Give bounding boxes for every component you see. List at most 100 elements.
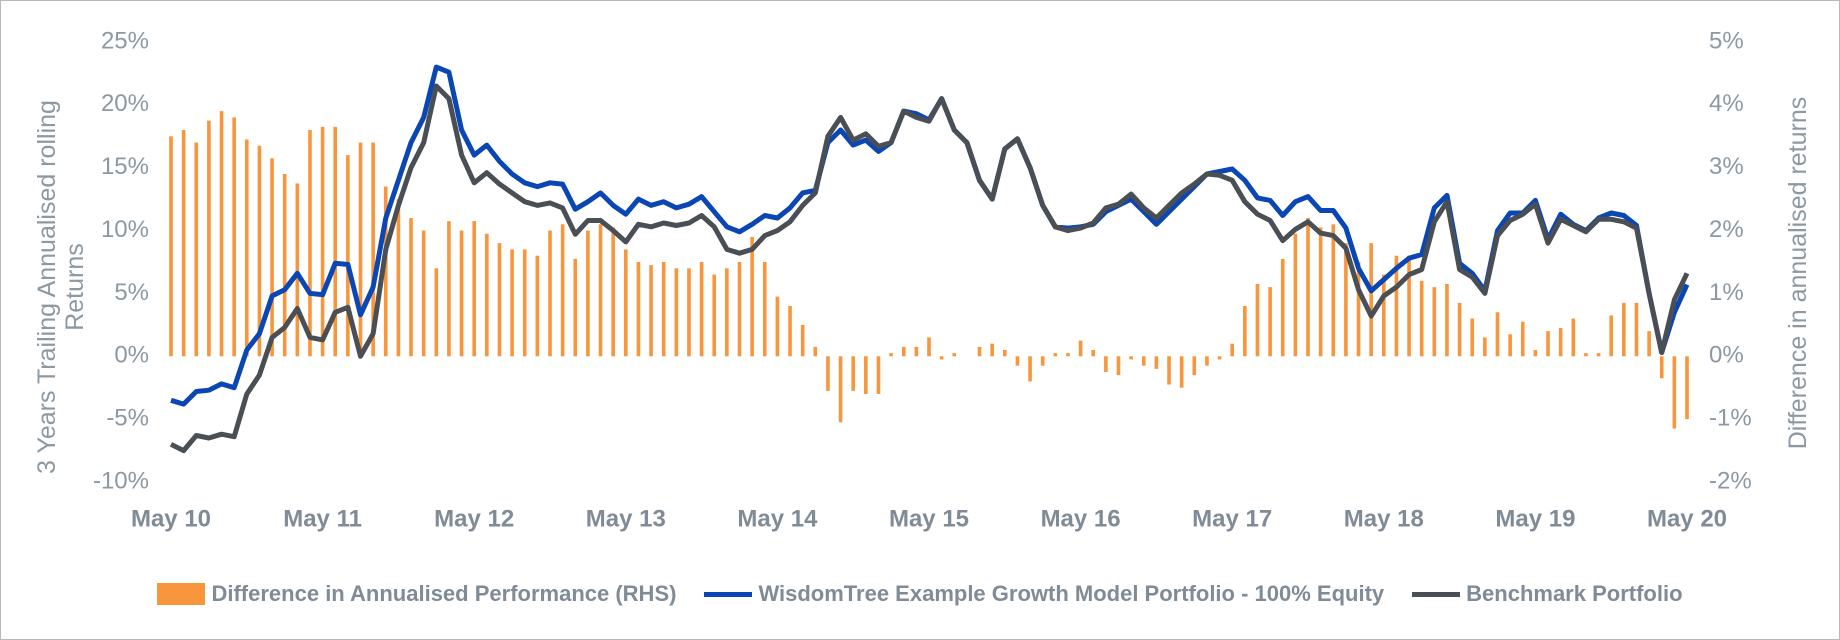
x-tick-label: May 18 (1344, 505, 1424, 532)
legend: Difference in Annualised Performance (RH… (1, 581, 1839, 607)
bar (598, 224, 603, 357)
bar (1078, 340, 1083, 357)
x-tick-label: May 15 (889, 505, 969, 532)
bar (1255, 284, 1260, 357)
bar (1647, 331, 1651, 357)
bar (409, 218, 413, 357)
bar (1445, 284, 1449, 357)
legend-item: Benchmark Portfolio (1412, 581, 1683, 607)
legend-swatch (704, 591, 753, 597)
bar (1015, 356, 1020, 366)
bar (1129, 356, 1133, 360)
bar (194, 142, 199, 357)
bar (1167, 356, 1171, 385)
bar (649, 265, 653, 357)
bar (1596, 353, 1601, 357)
bar (1344, 243, 1348, 357)
x-tick-label: May 17 (1192, 505, 1272, 532)
bar (1280, 258, 1285, 357)
bar (245, 139, 249, 357)
bar (725, 268, 729, 357)
bar (1306, 218, 1310, 357)
bar (775, 296, 780, 357)
bar (1495, 312, 1500, 357)
y2-tick-label: -1% (1709, 404, 1752, 431)
bar (1672, 356, 1677, 429)
bar (788, 306, 792, 357)
bar (1571, 318, 1576, 357)
bar (510, 249, 514, 357)
bar (346, 155, 350, 357)
legend-swatch (1412, 591, 1461, 597)
bar (674, 268, 679, 357)
bar (737, 262, 742, 357)
bar (1457, 302, 1462, 357)
bar (1217, 356, 1222, 360)
bar (1609, 315, 1613, 357)
y-axis-title: 3 Years Trailing Annualised rolling Retu… (33, 100, 89, 474)
bar (661, 262, 666, 357)
bar (232, 117, 236, 357)
x-tick-label: May 13 (586, 505, 666, 532)
legend-label: Difference in Annualised Performance (RH… (211, 581, 677, 606)
bar (1558, 328, 1563, 357)
bar (421, 230, 426, 357)
bar (1533, 350, 1538, 357)
bar (1141, 356, 1146, 366)
x-tick-label: May 16 (1041, 505, 1121, 532)
bar (864, 356, 868, 394)
bar (1243, 306, 1247, 357)
y2-tick-label: 0% (1709, 342, 1744, 369)
bar (1066, 353, 1070, 357)
bar (1116, 356, 1121, 376)
bar (447, 221, 451, 357)
legend-item: Difference in Annualised Performance (RH… (157, 581, 676, 607)
bar (295, 183, 300, 357)
bar (939, 356, 944, 360)
bar (1483, 337, 1487, 357)
legend-label: WisdomTree Example Growth Model Portfoli… (758, 581, 1385, 606)
bar (838, 356, 843, 423)
legend-swatch (157, 583, 206, 605)
bar (1293, 233, 1298, 357)
bar (1318, 227, 1323, 357)
bar (1205, 356, 1209, 366)
bar (1053, 353, 1058, 357)
bar (762, 262, 767, 357)
bar (624, 249, 628, 357)
x-tick-label: May 20 (1647, 505, 1727, 532)
bar (1192, 356, 1197, 376)
bar (1369, 243, 1373, 357)
bar (1634, 302, 1639, 357)
x-tick-label: May 12 (434, 505, 514, 532)
bar (750, 236, 754, 357)
bar (699, 262, 704, 357)
bar (1179, 356, 1184, 388)
bar (851, 356, 855, 391)
bar (1104, 356, 1108, 372)
bar (169, 136, 173, 357)
bar (535, 255, 540, 357)
bar (560, 224, 565, 357)
y-tick-label: -10% (93, 467, 149, 494)
bar (826, 356, 830, 391)
bar (1546, 331, 1550, 357)
bar (990, 343, 994, 357)
legend-item: WisdomTree Example Growth Model Portfoli… (704, 581, 1384, 607)
bar (800, 324, 805, 357)
bar (320, 126, 325, 357)
y-tick-label: 10% (101, 216, 149, 243)
y-tick-label: 25% (101, 27, 149, 54)
bar (308, 130, 312, 357)
bar (813, 346, 818, 357)
bar (712, 274, 717, 357)
bar (434, 268, 439, 357)
bar (1040, 356, 1045, 366)
x-tick-label: May 14 (737, 505, 818, 532)
x-tick-label: May 10 (131, 505, 211, 532)
bar (1382, 274, 1386, 357)
y2-tick-label: -2% (1709, 467, 1752, 494)
y-tick-label: 20% (101, 90, 149, 117)
bar (270, 158, 274, 357)
bar (573, 258, 578, 357)
